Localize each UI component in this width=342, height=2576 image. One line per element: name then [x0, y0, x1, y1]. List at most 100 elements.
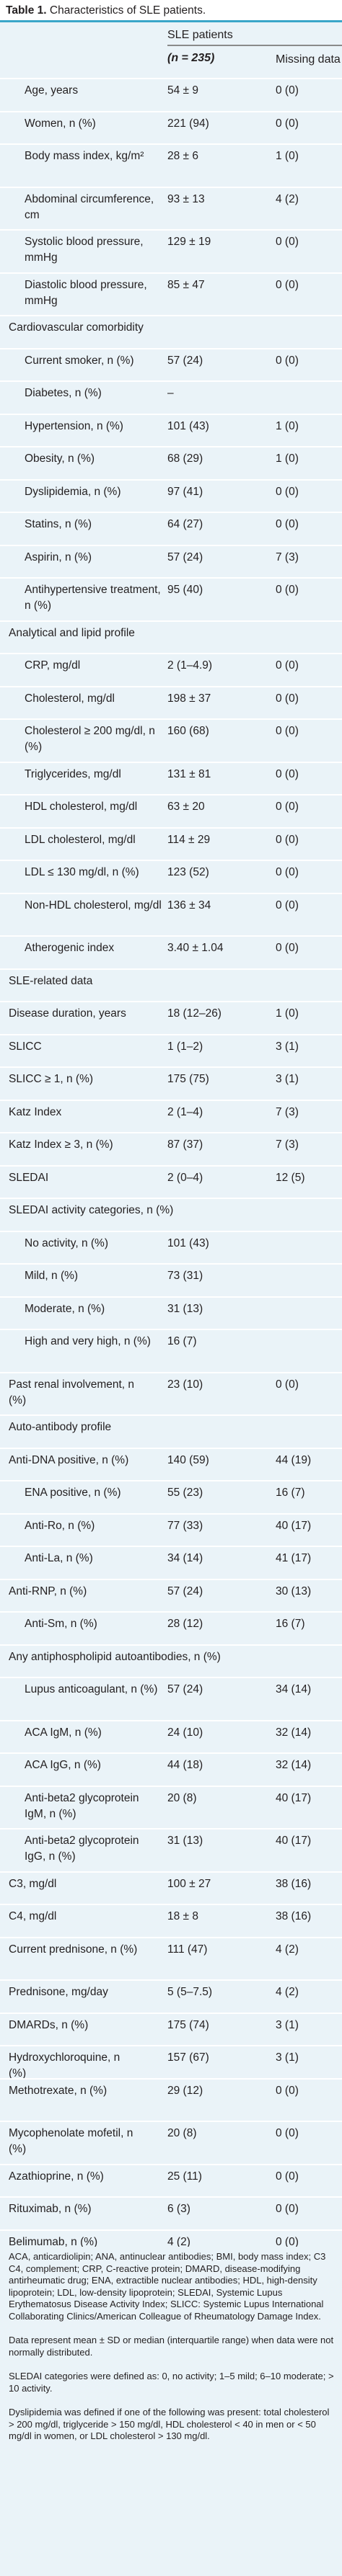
row-label: Anti-Sm, n (%)	[25, 1618, 97, 1630]
row-missing: 3 (1)	[276, 1073, 299, 1085]
row-value: 64 (27)	[167, 518, 203, 530]
row-value: 101 (43)	[167, 419, 209, 432]
row-label: Dyslipidemia, n (%)	[25, 485, 121, 498]
row-missing: 40 (17)	[276, 1835, 312, 1847]
row-label: Women, n (%)	[25, 117, 96, 130]
row-label: High and very high, n (%)	[25, 1335, 151, 1347]
row-value: 57 (24)	[167, 551, 203, 563]
row-label: Moderate, n (%)	[25, 1302, 105, 1315]
row-separator	[0, 1979, 342, 1981]
row-value: 111 (47)	[167, 1943, 208, 1956]
row-separator	[0, 110, 342, 112]
row-label: Diastolic blood pressure, mmHg	[25, 278, 147, 307]
row-separator	[0, 2163, 342, 2165]
section-label: Analytical and lipid profile	[9, 626, 135, 639]
row-missing: 3 (1)	[276, 1040, 299, 1053]
section-label: SLE-related data	[9, 974, 93, 987]
row-value: 129 ± 19	[167, 236, 211, 248]
row-separator	[0, 229, 342, 231]
row-value: 1 (1–2)	[167, 1040, 203, 1053]
row-value: 25 (11)	[167, 2170, 202, 2183]
row-separator	[0, 826, 342, 829]
row-missing: 3 (1)	[276, 2051, 299, 2064]
row-separator	[0, 1001, 342, 1002]
row-value: 4 (2)	[167, 2235, 190, 2248]
row-separator	[0, 186, 342, 188]
row-label: Triglycerides, mg/dl	[25, 767, 121, 780]
row-value: 100 ± 27	[167, 1877, 211, 1890]
row-separator	[0, 2012, 342, 2014]
row-value: 18 ± 8	[167, 1910, 198, 1922]
section-label: SLEDAI activity categories, n (%)	[9, 1204, 174, 1216]
row-label: CRP, mg/dl	[25, 659, 81, 672]
row-label: Current prednisone, n (%)	[9, 1943, 138, 1956]
row-value: 5 (5–7.5)	[167, 1986, 213, 1998]
row-value: 57 (24)	[167, 1585, 203, 1597]
row-value: 28 (12)	[167, 1618, 203, 1630]
row-missing: 0 (0)	[276, 485, 299, 498]
group-header: SLE patients	[167, 29, 233, 41]
row-missing: 1 (0)	[276, 453, 299, 465]
row-value: 6 (3)	[167, 2203, 190, 2215]
row-separator	[0, 1414, 342, 1416]
row-separator	[0, 794, 342, 795]
row-missing: 4 (2)	[276, 192, 299, 205]
row-separator	[0, 968, 342, 970]
row-missing: 12 (5)	[276, 1171, 305, 1184]
row-missing: 1 (0)	[276, 419, 299, 432]
row-missing: 16 (7)	[276, 1618, 305, 1630]
row-label: Anti-Ro, n (%)	[25, 1519, 95, 1532]
row-separator	[0, 413, 342, 415]
row-value: 57 (24)	[167, 354, 203, 367]
row-value: 97 (41)	[167, 485, 203, 498]
row-value: 136 ± 34	[167, 899, 211, 912]
row-separator	[0, 2045, 342, 2046]
row-label: Obesity, n (%)	[25, 453, 95, 465]
row-separator	[0, 272, 342, 274]
row-label: Disease duration, years	[9, 1007, 126, 1020]
row-separator	[0, 1752, 342, 1754]
row-separator	[0, 685, 342, 687]
row-value: 123 (52)	[167, 866, 209, 878]
row-separator	[0, 446, 342, 447]
row-separator	[0, 1371, 342, 1373]
footnote: Dyslipidemia was defined if one of the f…	[9, 2407, 330, 2441]
row-label: Katz Index ≥ 3, n (%)	[9, 1138, 113, 1151]
row-separator	[0, 478, 342, 481]
table-footer	[0, 2247, 342, 2576]
row-value: 175 (74)	[167, 2018, 209, 2031]
row-label: Katz Index	[9, 1105, 62, 1118]
row-separator	[0, 78, 342, 79]
row-separator	[0, 315, 342, 316]
row-separator	[0, 347, 342, 349]
section-label: Auto-antibody profile	[9, 1421, 112, 1433]
row-label: Rituximab, n (%)	[9, 2203, 92, 2215]
row-separator	[0, 1480, 342, 1481]
row-separator	[0, 718, 342, 720]
row-value: 93 ± 13	[167, 192, 205, 205]
row-separator	[0, 1033, 342, 1035]
row-missing: 38 (16)	[276, 1877, 312, 1890]
row-label: Anti-beta2 glycoprotein IgG, n (%)	[25, 1835, 139, 1863]
row-label: Azathioprine, n (%)	[9, 2170, 104, 2183]
table-body	[0, 22, 342, 2247]
row-missing: 7 (3)	[276, 551, 299, 563]
row-label: Statins, n (%)	[25, 518, 92, 530]
row-missing: 1 (0)	[276, 150, 299, 162]
row-missing: 32 (14)	[276, 1726, 312, 1739]
row-missing: 38 (16)	[276, 1910, 312, 1922]
row-separator	[0, 512, 342, 513]
header-rule	[167, 45, 342, 46]
row-value: 87 (37)	[167, 1138, 203, 1151]
row-value: 2 (1–4)	[167, 1105, 203, 1118]
row-value: –	[167, 387, 174, 399]
row-separator	[0, 1936, 342, 1938]
row-separator	[0, 2196, 342, 2198]
row-separator	[0, 1904, 342, 1905]
row-separator	[0, 1099, 342, 1101]
row-value: 2 (1–4.9)	[167, 659, 213, 672]
row-separator	[0, 1871, 342, 1873]
row-separator	[0, 2229, 342, 2231]
row-separator	[0, 544, 342, 546]
row-missing: 0 (0)	[276, 767, 299, 780]
